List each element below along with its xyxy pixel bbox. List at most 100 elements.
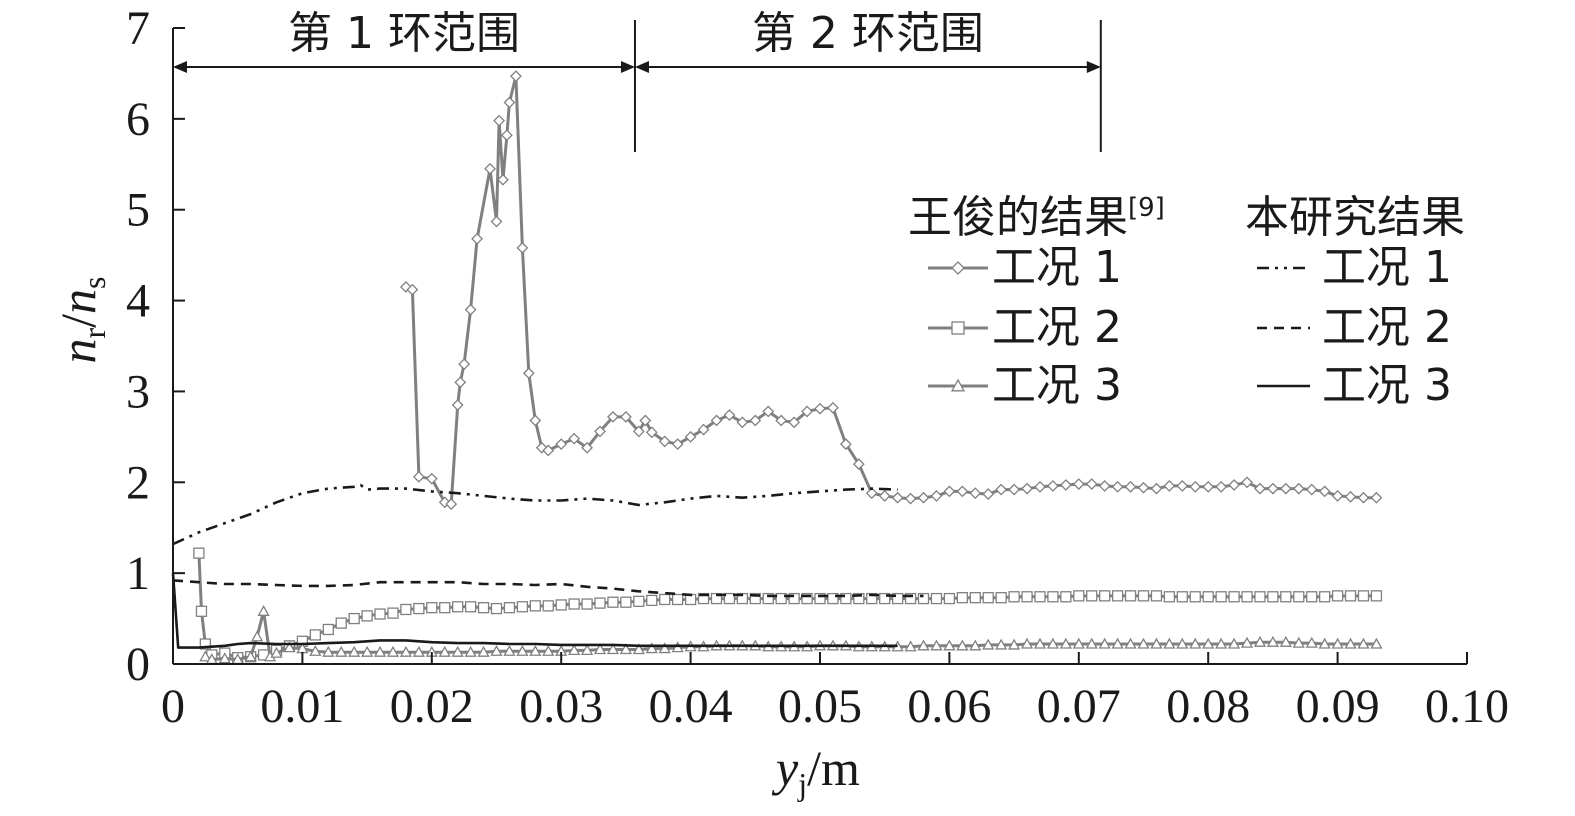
data-point [865,487,878,500]
data-point [1047,480,1059,492]
series-layer [171,70,1383,665]
data-point [904,592,917,605]
data-point [1344,590,1357,602]
data-point [619,410,632,423]
data-point [438,645,451,657]
data-point [697,423,710,436]
data-point [1099,590,1111,602]
data-point [749,414,762,427]
series-4 [172,483,898,546]
data-point [1254,591,1266,603]
data-point [361,610,373,622]
data-point [801,405,813,418]
x-tick-label: 0.10 [1425,680,1509,733]
data-point [1085,637,1098,649]
data-point [309,644,322,656]
legend: 王俊的结果[9] 本研究结果 工况 1 工况 2 工况 3 工况 1 工况 2 工况 3 [908,192,1465,411]
data-point [684,430,697,443]
data-point [490,644,503,656]
legend-group2-title: 本研究结果 [1245,192,1465,243]
data-point [464,645,477,657]
data-point [335,617,347,629]
data-point [917,491,930,504]
data-point [891,491,904,504]
data-point [412,645,425,657]
data-point [917,592,930,605]
data-point [218,652,231,664]
data-point [1267,591,1279,603]
data-point [943,592,956,605]
data-point [1034,480,1046,493]
data-point [244,650,257,662]
data-point [1215,637,1228,649]
data-point [645,426,658,439]
data-point [632,425,645,438]
data-point [762,405,775,418]
data-point [270,646,283,658]
data-point [982,592,994,604]
data-point [1189,637,1202,649]
data-point [413,602,425,615]
legend-entry: 工况 1 [928,242,1122,293]
x-tick-label: 0.08 [1166,680,1250,733]
data-point [878,489,891,502]
y-tick-label: 2 [126,456,150,509]
data-point [1176,480,1189,492]
data-point [607,410,619,423]
data-point [1370,590,1383,602]
x-tick-label: 0.06 [907,680,991,733]
data-point [982,638,995,650]
x-axis-label: yj/m [771,740,860,802]
data-point [710,592,723,605]
data-point [1228,591,1240,603]
data-point [1215,591,1227,603]
data-point [658,642,671,654]
data-point [1020,637,1034,649]
data-point [788,416,801,429]
data-point [1163,480,1176,492]
data-point [1137,637,1150,649]
x-tick-label: 0.03 [519,680,603,733]
data-point [484,162,496,175]
y-axis-label: nr/ns [50,276,112,363]
range-arrow-head-left [634,61,649,73]
data-point [490,602,503,615]
data-point [374,608,386,620]
data-point [1319,591,1331,603]
data-point [426,602,438,614]
data-point [1292,482,1305,495]
data-point [1293,591,1305,603]
data-point [360,645,374,657]
series-line [405,74,1377,506]
data-point [1007,638,1021,650]
data-point [451,399,464,411]
data-point [500,129,513,142]
data-point [1279,635,1292,647]
legend-entries: 工况 1 工况 2 工况 3 工况 1 工况 2 工况 3 [928,242,1452,411]
data-point [1306,591,1318,603]
legend-entry: 工况 1 [1257,242,1452,293]
data-point [1344,637,1357,649]
data-point [814,402,826,415]
data-point [406,283,419,296]
data-point [1047,591,1059,603]
data-point [950,378,966,392]
data-point [672,593,684,606]
data-point [1072,478,1085,491]
data-point [400,281,412,293]
data-point [671,438,684,451]
data-point [493,114,506,127]
data-point [199,650,212,662]
data-point [723,409,736,421]
data-point [1008,483,1021,496]
data-point [1098,637,1111,649]
x-tick-label: 0.05 [778,680,862,733]
series-line [171,573,898,649]
data-point [503,644,516,656]
data-point [1021,591,1033,603]
data-point [1357,637,1370,649]
data-point [322,623,334,636]
data-point [1137,590,1150,602]
data-point [951,321,965,335]
data-point [645,642,658,654]
